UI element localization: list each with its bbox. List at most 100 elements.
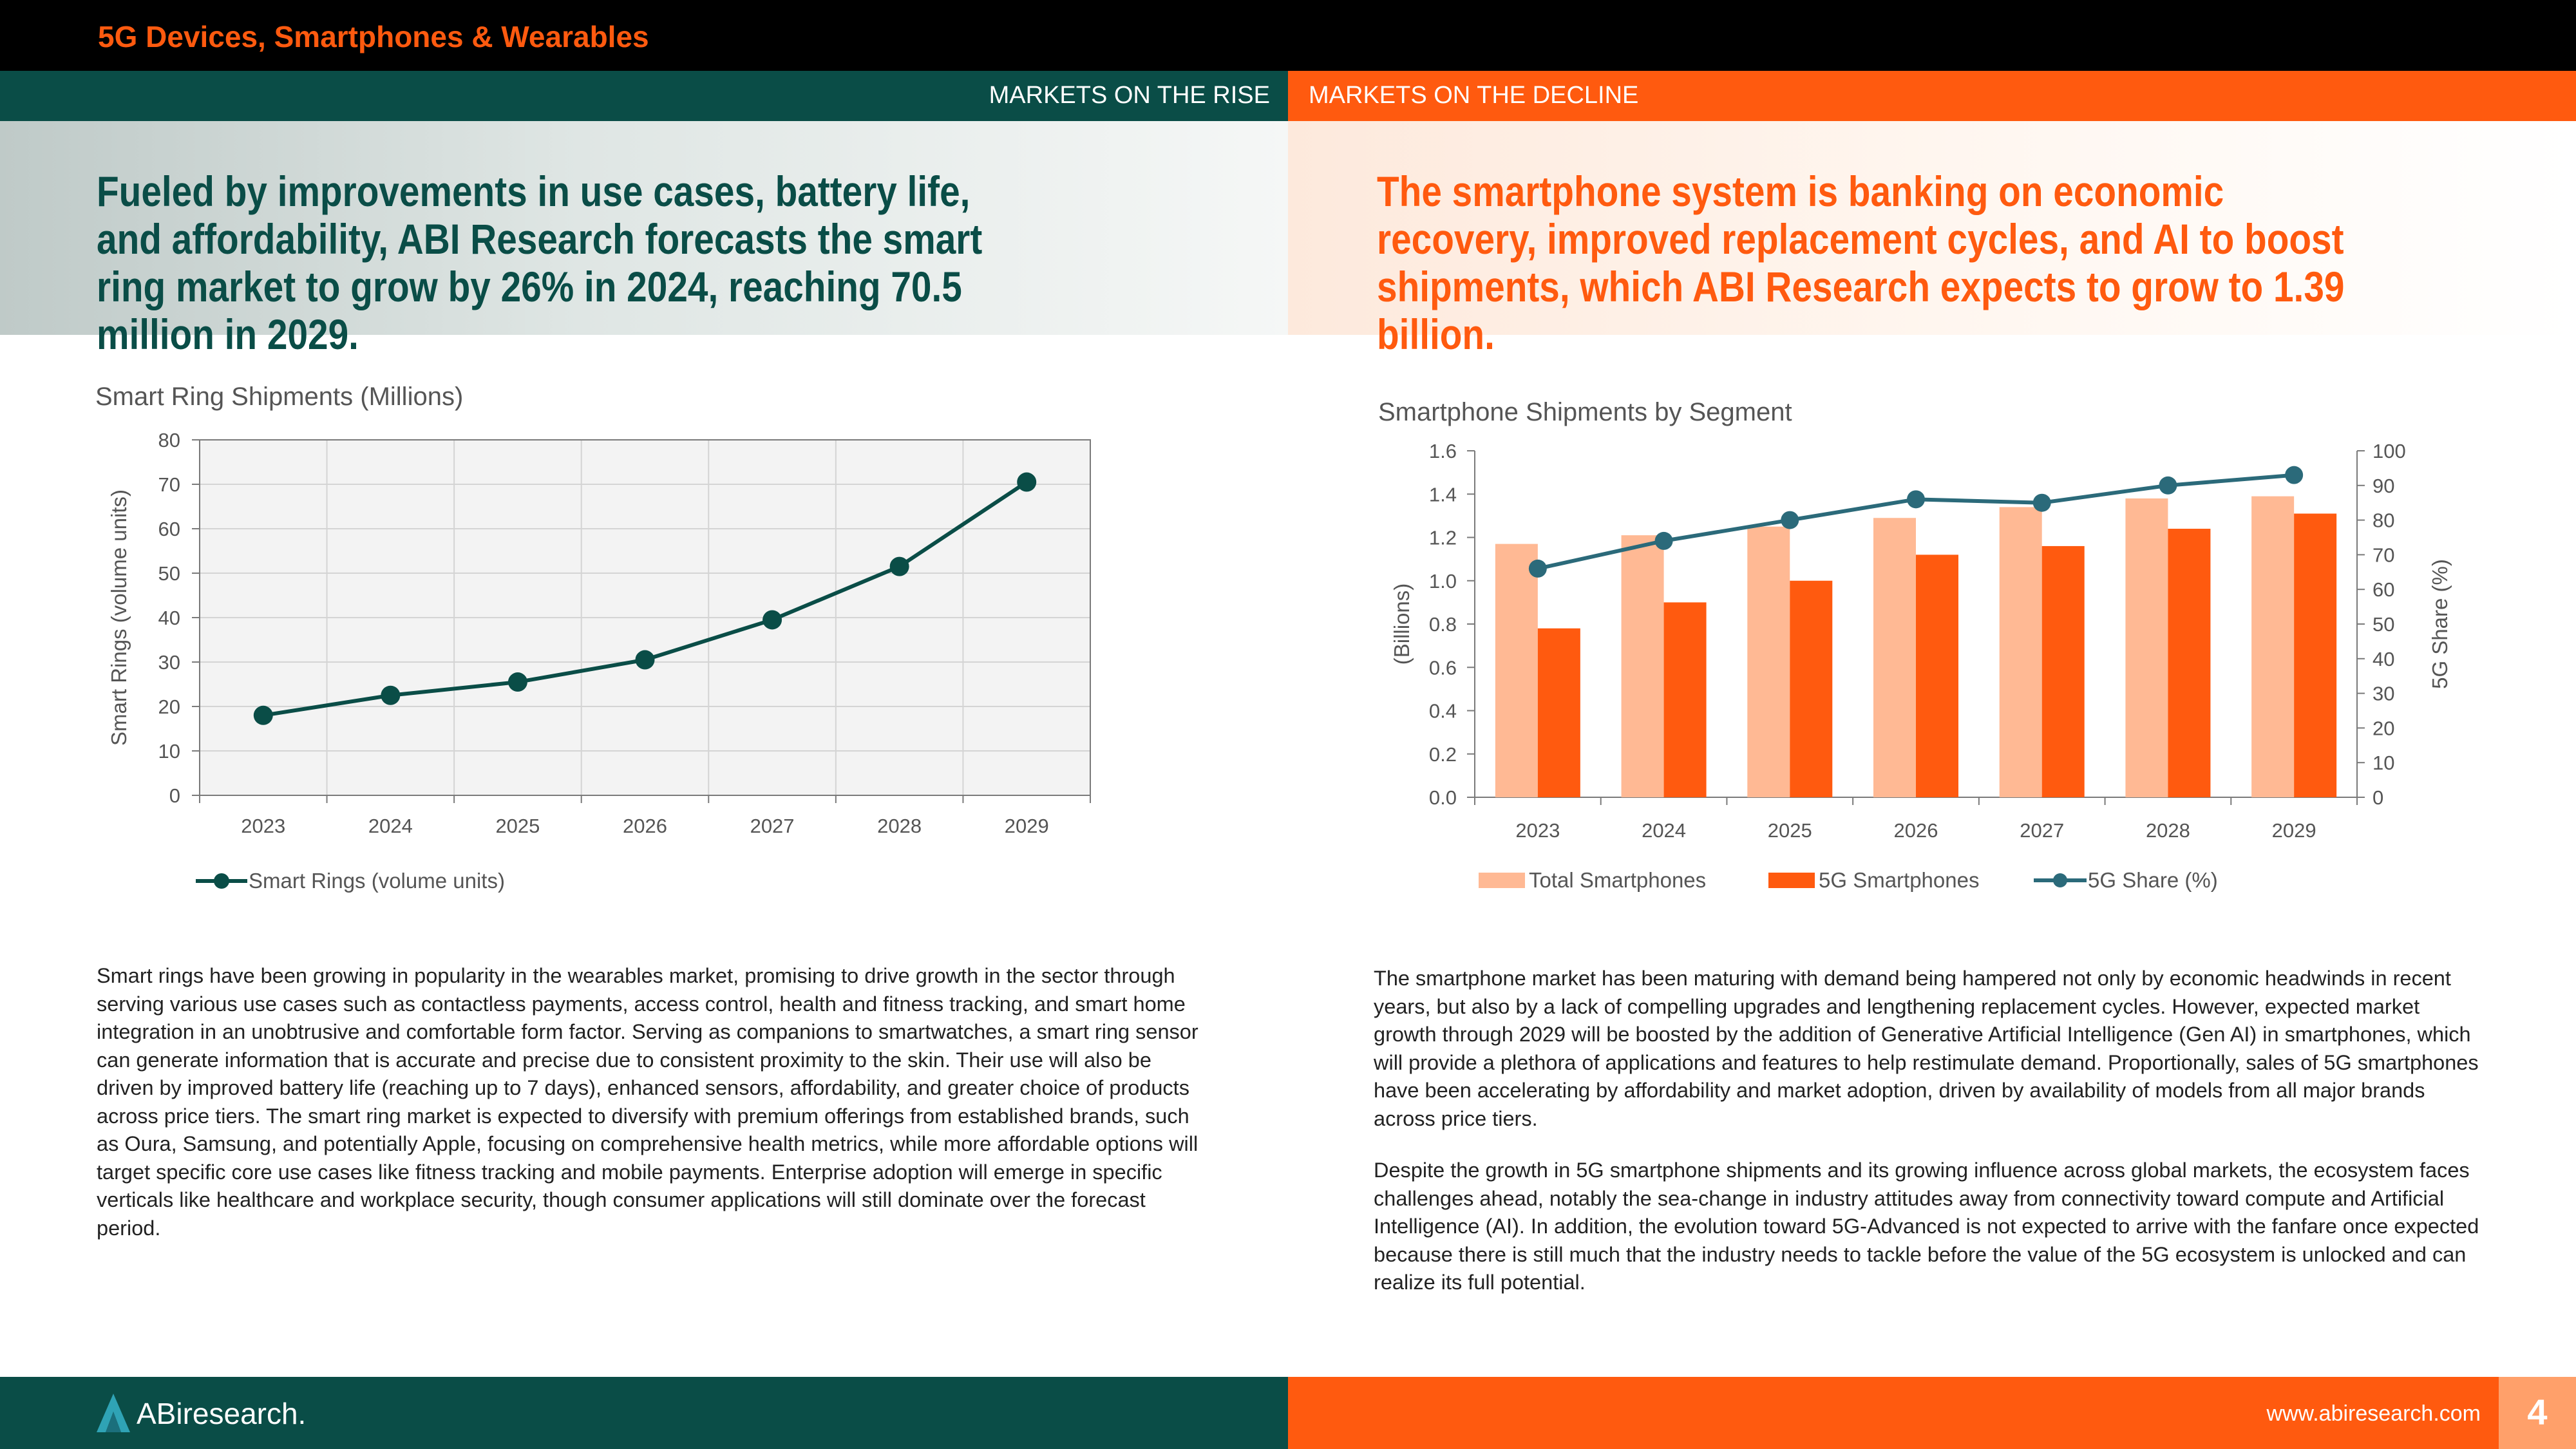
- footer-right: www.abiresearch.com: [1288, 1377, 2576, 1449]
- data-point-5g-share: [1528, 559, 1547, 578]
- y-tick-label: 0.0: [1429, 786, 1457, 809]
- y-tick-label: 50: [158, 562, 180, 585]
- legend-swatch-total: [1479, 873, 1525, 888]
- legend-label-5g: 5G Smartphones: [1819, 868, 1979, 892]
- headline-smartphone: The smartphone system is banking on econ…: [1377, 167, 2345, 358]
- y-tick-label: 80: [158, 429, 180, 451]
- y2-tick-label: 0: [2372, 786, 2383, 809]
- bar-5g-smartphones: [2294, 513, 2337, 797]
- y-axis-label: Smart Rings (volume units): [107, 489, 131, 746]
- page-number-box: 4: [2499, 1377, 2576, 1449]
- y-tick-label: 10: [158, 740, 180, 762]
- x-tick-label: 2027: [2020, 819, 2064, 842]
- y-tick-label: 60: [158, 518, 180, 540]
- y-tick-label: 1.6: [1429, 440, 1457, 462]
- legend-label-share: 5G Share (%): [2088, 868, 2218, 892]
- bar-total-smartphones: [1495, 544, 1538, 797]
- y-tick-label: 40: [158, 607, 180, 629]
- legend-marker: [214, 873, 229, 889]
- x-tick-label: 2028: [2146, 819, 2190, 842]
- tab-bar-rise: MARKETS ON THE RISE: [0, 71, 1288, 121]
- bar-5g-smartphones: [2041, 545, 2085, 797]
- y-tick-label: 0.4: [1429, 700, 1457, 723]
- x-tick-label: 2028: [877, 815, 922, 837]
- x-tick-label: 2024: [368, 815, 413, 837]
- x-tick-label: 2026: [1894, 819, 1938, 842]
- bar-5g-smartphones: [2168, 529, 2211, 797]
- data-point-5g-share: [1907, 490, 1925, 509]
- body-text-smart-ring: Smart rings have been growing in popular…: [97, 964, 1198, 1240]
- y-tick-label: 0.6: [1429, 656, 1457, 679]
- data-point: [253, 705, 273, 725]
- abi-logo: ABiresearch.: [137, 1397, 307, 1430]
- y2-tick-label: 20: [2372, 717, 2394, 739]
- bar-total-smartphones: [2125, 498, 2168, 797]
- data-point: [762, 610, 782, 630]
- data-point: [635, 650, 655, 670]
- bar-total-smartphones: [1621, 535, 1664, 797]
- x-tick-label: 2024: [1642, 819, 1686, 842]
- footer-url[interactable]: www.abiresearch.com: [2266, 1401, 2481, 1426]
- bar-5g-smartphones: [1790, 580, 1833, 797]
- y2-tick-label: 60: [2372, 578, 2394, 601]
- page-number: 4: [2527, 1392, 2548, 1432]
- bar-total-smartphones: [1747, 526, 1790, 797]
- y-tick-label: 20: [158, 696, 180, 718]
- tab-bar-decline: MARKETS ON THE DECLINE: [1288, 71, 2576, 121]
- legend-label: Smart Rings (volume units): [249, 869, 505, 893]
- y-tick-label: 1.2: [1429, 527, 1457, 549]
- top-bar: 5G Devices, Smartphones & Wearables: [0, 0, 2576, 71]
- bar-total-smartphones: [2251, 496, 2295, 797]
- bar-5g-smartphones: [1537, 628, 1580, 797]
- y-tick-label: 1.0: [1429, 570, 1457, 592]
- y2-tick-label: 70: [2372, 544, 2394, 566]
- y-tick-label: 0.8: [1429, 613, 1457, 636]
- x-tick-label: 2023: [1515, 819, 1560, 842]
- data-point-5g-share: [2032, 493, 2051, 512]
- data-point: [889, 556, 909, 576]
- y-tick-label: 30: [158, 651, 180, 674]
- x-tick-label: 2025: [495, 815, 540, 837]
- bar-5g-smartphones: [1916, 554, 1958, 797]
- hero-banner-right: The smartphone system is banking on econ…: [1288, 121, 2576, 358]
- y-tick-label: 70: [158, 473, 180, 496]
- data-point-5g-share: [2285, 466, 2304, 484]
- y-tick-label: 1.4: [1429, 483, 1457, 506]
- plot-border: [199, 439, 1091, 796]
- bar-5g-smartphones: [1663, 602, 1707, 797]
- y2-tick-label: 10: [2372, 752, 2394, 774]
- data-point-5g-share: [2159, 476, 2177, 495]
- headline-smart-ring: Fueled by improvements in use cases, bat…: [97, 167, 983, 358]
- y2-tick-label: 40: [2372, 648, 2394, 670]
- hero-banner-left: Fueled by improvements in use cases, bat…: [0, 121, 1288, 358]
- bar-total-smartphones: [1999, 507, 2042, 797]
- x-tick-label: 2029: [2272, 819, 2316, 842]
- body-text-smartphone-p2: Despite the growth in 5G smartphone ship…: [1374, 1159, 2479, 1294]
- y2-axis-label: 5G Share (%): [2428, 559, 2452, 689]
- tab-markets-decline: MARKETS ON THE DECLINE: [1309, 82, 1639, 109]
- x-tick-label: 2025: [1768, 819, 1812, 842]
- x-tick-label: 2029: [1005, 815, 1049, 837]
- legend-label-total: Total Smartphones: [1529, 868, 1706, 892]
- y-axis-label: (Billions): [1390, 583, 1414, 665]
- y-tick-label: 0: [169, 784, 180, 807]
- data-point: [381, 685, 401, 705]
- abi-logo-icon: [97, 1394, 130, 1432]
- y2-tick-label: 100: [2372, 440, 2406, 462]
- document-title: 5G Devices, Smartphones & Wearables: [98, 20, 649, 53]
- body-text-smartphone-p1: The smartphone market has been maturing …: [1374, 967, 2479, 1130]
- smartphone-chart: 0.0 0.2 0.4 0.6 0.8 1.0 1.2 1.4 1.6 0 10 20 30 40 50 60…: [1390, 440, 2452, 892]
- tab-markets-rise: MARKETS ON THE RISE: [989, 82, 1270, 109]
- data-point-5g-share: [1654, 531, 1673, 550]
- x-tick-label: 2027: [750, 815, 795, 837]
- y2-tick-label: 30: [2372, 683, 2394, 705]
- chart-title-smart-ring: Smart Ring Shipments (Millions): [95, 383, 464, 411]
- y2-tick-label: 90: [2372, 475, 2394, 497]
- data-point: [1017, 472, 1037, 492]
- y2-tick-label: 50: [2372, 613, 2394, 636]
- legend-marker-share: [2053, 873, 2067, 887]
- y-tick-label: 0.2: [1429, 743, 1457, 766]
- bar-total-smartphones: [1873, 518, 1916, 797]
- legend-swatch-5g: [1768, 873, 1815, 888]
- data-point-5g-share: [1781, 511, 1799, 529]
